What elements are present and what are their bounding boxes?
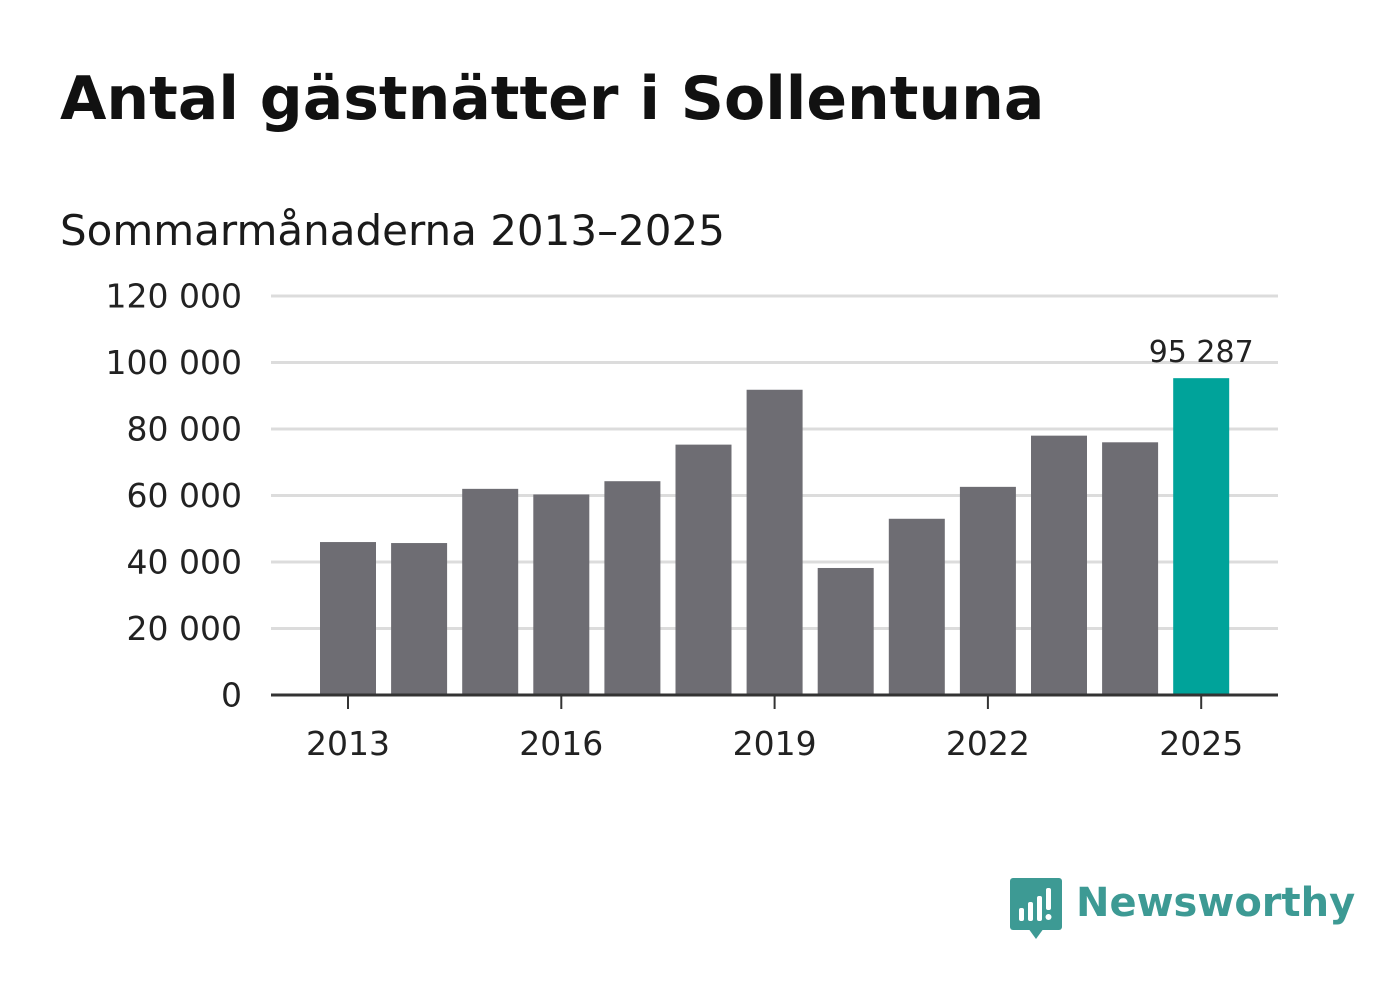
bar (462, 488, 519, 695)
y-tick-label: 0 (221, 676, 242, 715)
bar (533, 494, 590, 695)
y-tick-label: 120 000 (106, 277, 242, 316)
x-tick-label: 2016 (519, 724, 603, 763)
bar (817, 567, 874, 695)
chart-title: Antal gästnätter i Sollentuna (60, 64, 1045, 134)
bar (888, 518, 945, 695)
y-tick-label: 40 000 (127, 543, 242, 582)
newsworthy-logo-text: Newsworthy (1076, 880, 1356, 926)
bar (1102, 442, 1159, 695)
y-tick-label: 60 000 (127, 476, 242, 515)
newsworthy-logo: Newsworthy (1010, 878, 1355, 940)
bar-highlight (1173, 378, 1230, 695)
x-tick-label: 2022 (946, 724, 1030, 763)
axes (271, 693, 1278, 709)
bar (320, 542, 376, 695)
chart-subtitle: Sommarmånaderna 2013–2025 (60, 206, 725, 255)
newsworthy-logo-icon (1010, 878, 1062, 944)
x-tick-label: 2019 (733, 724, 817, 763)
bar (1031, 435, 1087, 695)
x-tick-label: 2013 (306, 724, 390, 763)
bar (391, 543, 448, 695)
bar (675, 444, 732, 695)
bar (604, 481, 661, 695)
labels: 0 20 000 40 000 60 000 80 000 100 000 120 000 9… (106, 277, 1254, 764)
y-tick-label: 80 000 (127, 410, 242, 449)
x-tick-label: 2025 (1159, 724, 1243, 763)
bar (746, 389, 803, 695)
y-tick-label: 20 000 (127, 609, 242, 648)
bar (959, 486, 1016, 695)
bars (320, 378, 1230, 695)
data-label: 95 287 (1149, 335, 1254, 370)
y-tick-label: 100 000 (106, 343, 242, 382)
